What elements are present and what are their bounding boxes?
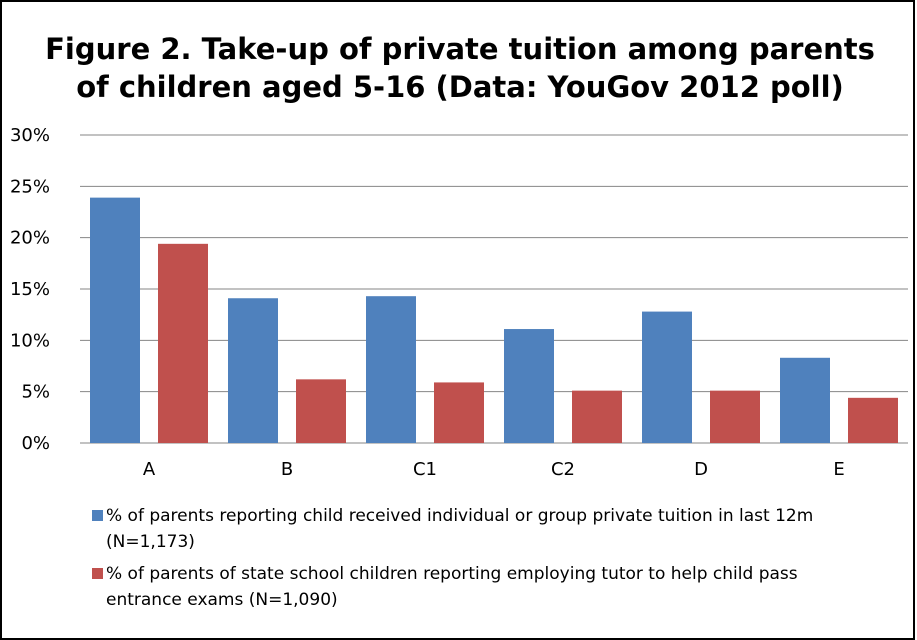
x-tick-label: A (143, 459, 156, 480)
y-tick-label: 5% (21, 382, 50, 403)
legend-swatch-series-2 (92, 568, 103, 579)
bar-series-2-E (848, 397, 898, 443)
y-tick-label: 30% (10, 125, 50, 146)
x-tick-label: E (833, 459, 844, 480)
x-tick-label: D (694, 459, 708, 480)
bar-series-2-D (710, 390, 760, 443)
x-tick-label: C2 (551, 459, 575, 480)
chart-title: Figure 2. Take-up of private tuition amo… (45, 32, 875, 104)
bar-series-1-C1 (366, 296, 416, 443)
y-tick-label: 10% (10, 330, 50, 351)
chart-legend: % of parents reporting child received in… (92, 503, 872, 619)
legend-item-series-1: % of parents reporting child received in… (92, 503, 872, 555)
legend-label-series-1: % of parents reporting child received in… (106, 506, 814, 552)
bar-series-1-A (90, 197, 140, 443)
legend-label-series-2: % of parents of state school children re… (106, 564, 798, 610)
y-tick-label: 0% (21, 433, 50, 454)
legend-item-series-2: % of parents of state school children re… (92, 561, 872, 613)
bar-series-1-B (228, 298, 278, 443)
bar-series-2-A (158, 243, 208, 443)
bar-series-2-B (296, 379, 346, 443)
bar-series-1-C2 (504, 329, 554, 443)
bar-series-2-C1 (434, 382, 484, 443)
y-tick-label: 15% (10, 279, 50, 300)
legend-swatch-series-1 (92, 510, 103, 521)
bar-series-2-C2 (572, 390, 622, 443)
bar-series-1-E (780, 357, 830, 443)
x-tick-label: C1 (413, 459, 437, 480)
y-tick-label: 20% (10, 228, 50, 249)
y-tick-label: 25% (10, 176, 50, 197)
x-tick-label: B (281, 459, 293, 480)
bar-series-1-D (642, 311, 692, 443)
